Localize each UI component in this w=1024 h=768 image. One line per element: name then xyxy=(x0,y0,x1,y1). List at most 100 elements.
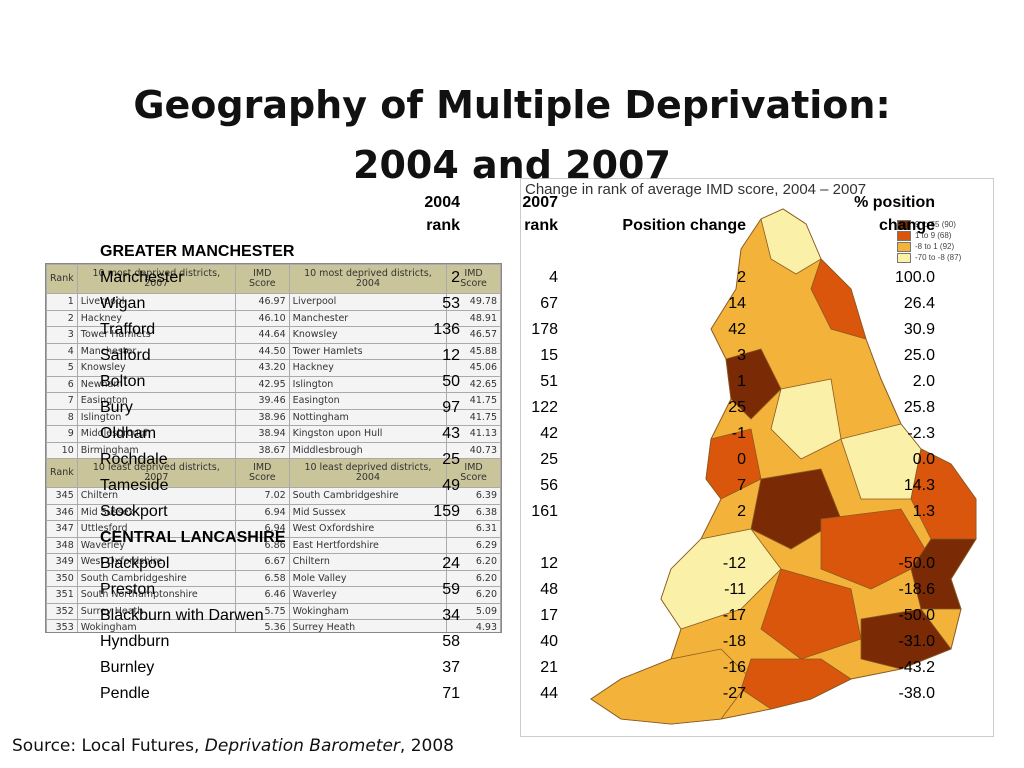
image-table-cell: 350 xyxy=(46,569,78,587)
rank-2004: 12 xyxy=(442,347,460,364)
position-change: 14 xyxy=(728,295,746,312)
image-table-cell: 6.29 xyxy=(446,536,501,554)
rank-2004: 53 xyxy=(442,295,460,312)
pct-position-change: -43.2 xyxy=(898,659,935,676)
image-table-header: Rank 10 least deprived districts, 2007 IMD… xyxy=(46,458,501,488)
district-name: Manchester xyxy=(100,269,184,286)
image-table-header-cell: 10 most deprived districts, 2007 xyxy=(76,264,236,294)
pct-position-change: -38.0 xyxy=(898,685,935,702)
image-table-cell: East Hertfordshire xyxy=(288,536,448,554)
legend-label: -8 to 1 (92) xyxy=(915,242,955,251)
district-name: Pendle xyxy=(100,685,150,702)
pct-position-change: 1.3 xyxy=(912,503,935,520)
legend-label: 1 to 9 (68) xyxy=(915,231,952,240)
position-change: -18 xyxy=(722,633,746,650)
rank-2007: 48 xyxy=(540,581,558,598)
pct-position-change: 14.3 xyxy=(903,477,935,494)
rank-2007: 17 xyxy=(540,607,558,624)
image-table-header-cell: 10 least deprived districts, 2004 xyxy=(288,458,448,488)
header-pct-line2: change xyxy=(878,217,935,234)
district-name: Preston xyxy=(100,581,156,598)
rank-2007: 12 xyxy=(540,555,558,572)
image-table-cell: 346 xyxy=(46,503,78,521)
rank-2004: 71 xyxy=(442,685,460,702)
header-2007-line1: 2007 xyxy=(522,194,558,211)
legend-item: 1 to 9 (68) xyxy=(897,230,975,241)
image-table-row: 1 Liverpool 46.97 Liverpool 49.78 xyxy=(46,293,501,311)
pct-position-change: 30.9 xyxy=(903,321,935,338)
position-change: 2 xyxy=(737,503,746,520)
image-table-cell: 5 xyxy=(46,359,78,377)
image-table-cell: 38.94 xyxy=(234,425,290,443)
image-table-header-cell: Rank xyxy=(46,458,78,488)
rank-2004: 24 xyxy=(442,555,460,572)
pct-position-change: -50.0 xyxy=(898,607,935,624)
district-name: Stockport xyxy=(100,503,168,520)
position-change: 7 xyxy=(737,477,746,494)
rank-2007: 67 xyxy=(540,295,558,312)
image-table-header-cell: 10 least deprived districts, 2007 xyxy=(76,458,236,488)
position-change: -16 xyxy=(722,659,746,676)
district-name: Tameside xyxy=(100,477,169,494)
position-change: 2 xyxy=(737,269,746,286)
image-table-header-cell: IMD Score xyxy=(234,458,290,488)
pct-position-change: 2.0 xyxy=(912,373,935,390)
image-table-cell: 1 xyxy=(46,293,78,311)
group-label-greater-manchester: GREATER MANCHESTER xyxy=(100,243,295,260)
pct-position-change: 100.0 xyxy=(894,269,935,286)
image-table-cell: Manchester xyxy=(76,342,236,360)
image-table-row: 4 Manchester 44.50 Tower Hamlets 45.88 xyxy=(46,342,501,360)
image-table-cell: 6.58 xyxy=(234,569,290,587)
image-table-header: Rank 10 most deprived districts, 2007 IMD … xyxy=(46,264,501,294)
pct-position-change: -50.0 xyxy=(898,555,935,572)
pct-position-change: -18.6 xyxy=(898,581,935,598)
image-table-cell: 6.31 xyxy=(446,520,501,538)
rank-2004: 43 xyxy=(442,425,460,442)
image-table-header-cell: Rank xyxy=(46,264,78,294)
image-table-cell: West Oxfordshire xyxy=(288,520,448,538)
rank-2004: 97 xyxy=(442,399,460,416)
image-table-cell: 7 xyxy=(46,392,78,410)
image-table-cell: 6.67 xyxy=(234,553,290,571)
image-table-cell: 2 xyxy=(46,309,78,327)
image-table-row: 8 Islington 38.96 Nottingham 41.75 xyxy=(46,408,501,426)
image-table-row: 353 Wokingham 5.36 Surrey Heath 4.93 xyxy=(46,619,501,632)
district-name: Wigan xyxy=(100,295,146,312)
image-table-header-cell: IMD Score xyxy=(446,264,501,294)
image-table-cell: Wokingham xyxy=(76,619,236,632)
district-name: Oldham xyxy=(100,425,157,442)
rank-2007: 21 xyxy=(540,659,558,676)
header-2007-line2: rank xyxy=(524,217,558,234)
source-caption: Source: Local Futures, Deprivation Barom… xyxy=(12,736,454,756)
position-change: 1 xyxy=(737,373,746,390)
position-change: -17 xyxy=(722,607,746,624)
rank-2004: 59 xyxy=(442,581,460,598)
position-change: -27 xyxy=(722,685,746,702)
header-2004-line1: 2004 xyxy=(424,194,460,211)
legend-item: -70 to -8 (87) xyxy=(897,252,975,263)
image-table-cell: 46.10 xyxy=(234,309,290,327)
pct-position-change: -31.0 xyxy=(898,633,935,650)
source-prefix: Source: Local Futures, xyxy=(12,736,205,756)
imd-change-map: Change in rank of average IMD score, 200… xyxy=(520,178,994,737)
image-table-row: 2 Hackney 46.10 Manchester 48.91 xyxy=(46,309,501,327)
image-table-cell: 41.75 xyxy=(446,408,501,426)
image-table-cell: 44.64 xyxy=(234,326,290,344)
image-table-cell: 44.50 xyxy=(234,342,290,360)
image-table-cell: 6 xyxy=(46,375,78,393)
rank-2007: 40 xyxy=(540,633,558,650)
image-table-row: 10 Birmingham 38.67 Middlesbrough 40.73 xyxy=(46,441,501,459)
header-position-change: Position change xyxy=(622,217,746,234)
image-table-cell: 4 xyxy=(46,342,78,360)
image-table-cell: 43.20 xyxy=(234,359,290,377)
position-change: 25 xyxy=(728,399,746,416)
position-change: 0 xyxy=(737,451,746,468)
source-suffix: , 2008 xyxy=(399,736,454,756)
rank-2007: 25 xyxy=(540,451,558,468)
image-table-cell: 348 xyxy=(46,536,78,554)
image-table-row: 349 West Oxfordshire 6.67 Chiltern 6.20 xyxy=(46,553,501,571)
slide-title-line-2: 2004 and 2007 xyxy=(353,143,671,187)
position-change: -11 xyxy=(724,581,746,598)
rank-2004: 49 xyxy=(442,477,460,494)
map-legend: 9 to 65 (90) 1 to 9 (68) -8 to 1 (92) -70 t… xyxy=(897,219,975,263)
